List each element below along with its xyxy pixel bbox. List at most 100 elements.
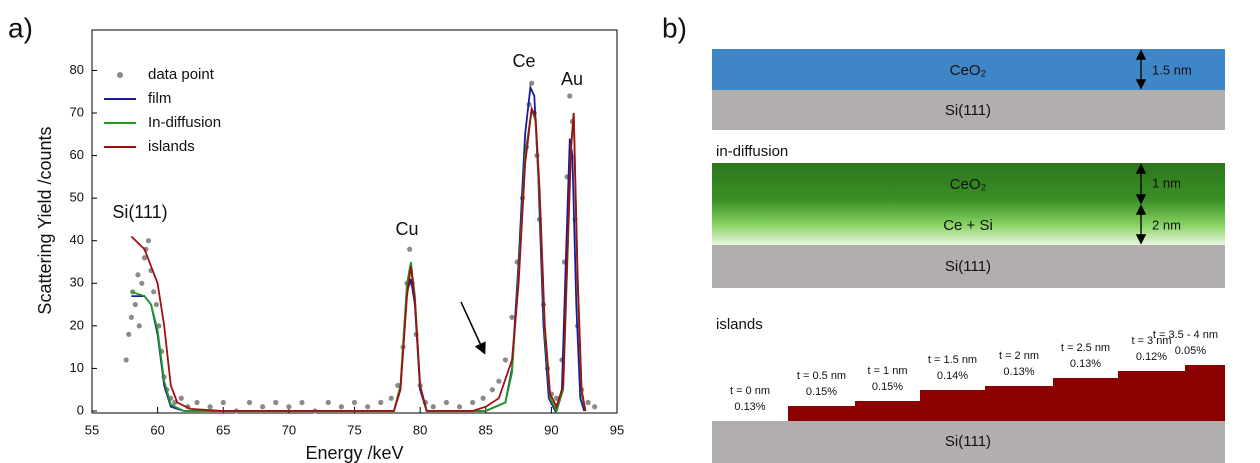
- island-step: [920, 390, 985, 421]
- x-tick-label: 95: [610, 422, 624, 437]
- data-point: [207, 404, 213, 410]
- data-point: [246, 399, 253, 406]
- data-point: [220, 399, 226, 406]
- data-point: [136, 323, 142, 329]
- arrow: [460, 301, 486, 355]
- x-tick-label: 75: [347, 422, 361, 437]
- data-point: [325, 399, 331, 406]
- x-tick-label: 80: [413, 422, 427, 437]
- data-point: [153, 301, 159, 308]
- data-point: [407, 246, 413, 252]
- y-tick-label: 50: [70, 190, 84, 205]
- step-thickness: t = 0 nm: [730, 385, 770, 397]
- step-thickness: t = 2.5 nm: [1061, 342, 1110, 354]
- legend-label: film: [148, 90, 171, 107]
- thickness: 1.5 nm: [1152, 62, 1192, 77]
- legend-label: In-diffusion: [148, 114, 221, 131]
- annotation: Si(111): [112, 202, 167, 222]
- y-tick-label: 10: [70, 360, 84, 375]
- data-point: [286, 404, 292, 410]
- x-axis-label: Energy /keV: [305, 443, 403, 463]
- thickness: 1 nm: [1152, 175, 1181, 190]
- data-point: [496, 378, 502, 384]
- data-point: [351, 399, 358, 406]
- layer-label: CeO₂: [950, 62, 987, 79]
- data-point: [132, 301, 138, 308]
- annotation: Cu: [395, 219, 418, 239]
- substrate: [712, 90, 1225, 130]
- legend-label: islands: [148, 138, 195, 155]
- step-thickness: t = 3 nm: [1131, 335, 1171, 347]
- series-line: [130, 105, 587, 412]
- step-thickness: t = 3.5 - 4 nm: [1153, 329, 1218, 341]
- data-point: [260, 404, 266, 410]
- step-thickness: t = 0.5 nm: [797, 370, 846, 382]
- layer-label: CeO₂: [950, 176, 987, 193]
- diagram: film CeO₂ Si(111) 1.5 nm in-diffusion Ce…: [712, 49, 1225, 463]
- data-point: [273, 399, 279, 406]
- data-point: [141, 255, 148, 261]
- data-point: [299, 399, 305, 406]
- substrate-label: Si(111): [945, 258, 991, 275]
- substrate: [712, 421, 1225, 463]
- island-step: [788, 406, 855, 421]
- data-point: [470, 399, 476, 406]
- y-tick-label: 40: [70, 232, 84, 247]
- x-tick-label: 65: [216, 422, 230, 437]
- step-thickness: t = 1 nm: [867, 365, 907, 377]
- step-thickness: t = 1.5 nm: [928, 354, 977, 366]
- data-point: [145, 238, 152, 244]
- data-point: [135, 272, 141, 278]
- data-point: [509, 314, 515, 320]
- annotation: Ce: [512, 51, 535, 71]
- island-step: [985, 386, 1053, 421]
- data-point: [123, 357, 129, 363]
- step-coverage: 0.15%: [872, 381, 903, 393]
- step-coverage: 0.15%: [806, 386, 837, 398]
- thickness: 2 nm: [1152, 217, 1181, 232]
- y-axis-label: Scattering Yield /counts: [35, 126, 55, 314]
- data-point: [529, 80, 535, 86]
- island-step: [1185, 365, 1225, 421]
- data-point: [378, 399, 384, 406]
- legend-marker: [117, 72, 123, 78]
- data-point: [365, 404, 371, 410]
- step-coverage: 0.05%: [1175, 345, 1206, 357]
- legend-label: data point: [148, 66, 215, 83]
- layer-label: Ce + Si: [943, 217, 993, 234]
- x-tick-label: 90: [544, 422, 558, 437]
- data-point: [388, 395, 394, 401]
- data-point: [489, 387, 495, 393]
- data-point: [194, 399, 200, 406]
- step-coverage: 0.14%: [937, 370, 968, 382]
- step-coverage: 0.12%: [1136, 351, 1167, 363]
- islands-label: islands: [716, 316, 763, 333]
- x-tick-label: 55: [85, 422, 99, 437]
- data-point: [395, 382, 401, 389]
- panel-label: b): [662, 12, 687, 43]
- data-point: [128, 314, 134, 320]
- y-tick-label: 30: [70, 275, 84, 290]
- data-point: [592, 404, 598, 410]
- data-point: [151, 289, 157, 295]
- island-step: [855, 401, 920, 421]
- chart: 55 60 65 70 75 80 85 90 95 0 10 20 30 40 50 60 70 80 Energ…: [35, 29, 624, 463]
- substrate: [712, 245, 1225, 288]
- y-tick-label: 60: [70, 147, 84, 162]
- data-point: [139, 280, 145, 286]
- in-diffusion-label: in-diffusion: [716, 143, 788, 160]
- y-tick-label: 0: [77, 402, 84, 417]
- data-point: [585, 399, 591, 406]
- step-coverage: 0.13%: [734, 401, 765, 413]
- data-point: [178, 395, 184, 401]
- data-point: [443, 399, 449, 406]
- data-point: [126, 331, 132, 337]
- panel-label: a): [8, 12, 33, 43]
- y-tick-label: 70: [70, 104, 84, 119]
- substrate-label: Si(111): [945, 102, 991, 119]
- y-tick-label: 20: [70, 317, 84, 332]
- data-point: [338, 404, 344, 410]
- x-tick-label: 85: [479, 422, 493, 437]
- island-step: [1118, 371, 1185, 421]
